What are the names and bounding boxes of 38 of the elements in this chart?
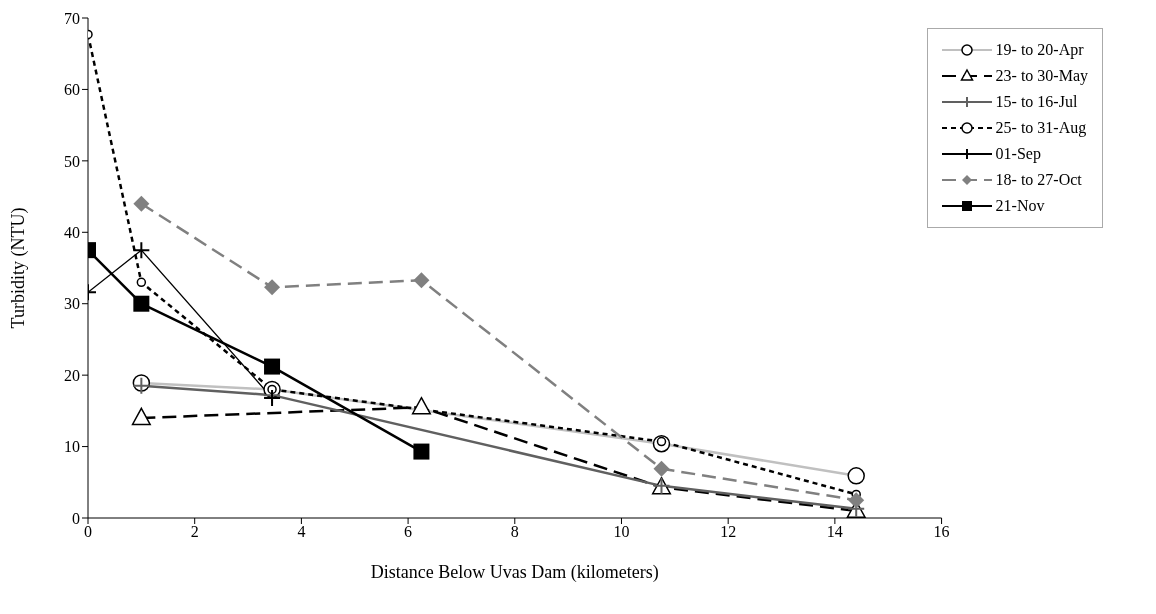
legend-label: 23- to 30-May [995, 67, 1088, 85]
legend-label: 21-Nov [995, 197, 1045, 215]
point [136, 277, 147, 288]
y-tick-label: 10 [64, 438, 80, 456]
legend-label: 18- to 27-Oct [995, 171, 1082, 189]
point [133, 195, 150, 212]
legend-label: 15- to 16-Jul [995, 93, 1078, 111]
legend-label: 01-Sep [995, 145, 1041, 163]
point [264, 279, 281, 296]
x-tick-label: 2 [190, 523, 199, 541]
x-tick-label: 6 [404, 523, 413, 541]
x-tick-label: 12 [720, 523, 737, 541]
x-tick-label: 10 [613, 523, 630, 541]
point [264, 358, 281, 375]
x-axis-title: Distance Below Uvas Dam (kilometers) [370, 562, 659, 583]
point [653, 460, 670, 477]
x-tick-label: 4 [297, 523, 306, 541]
x-tick-label: 8 [510, 523, 519, 541]
point [413, 443, 430, 460]
y-tick-label: 40 [64, 223, 80, 241]
y-tick-label: 20 [64, 366, 80, 384]
x-tick-label: 16 [933, 523, 950, 541]
x-tick-label: 0 [84, 523, 92, 541]
y-tick-label: 50 [64, 152, 80, 170]
y-axis-title: Turbidity (NTU) [8, 207, 30, 329]
point [848, 492, 865, 509]
y-tick-label: 0 [72, 509, 80, 527]
point [133, 295, 150, 312]
point [413, 272, 430, 289]
y-tick-label: 60 [64, 81, 80, 99]
point [411, 396, 431, 415]
point [132, 241, 151, 260]
y-tick-label: 30 [64, 295, 80, 313]
legend-label: 25- to 31-Aug [995, 119, 1087, 137]
x-tick-label: 14 [826, 523, 843, 541]
y-tick-label: 70 [64, 9, 80, 27]
point [131, 407, 151, 426]
legend-label: 19- to 20-Apr [995, 41, 1084, 59]
